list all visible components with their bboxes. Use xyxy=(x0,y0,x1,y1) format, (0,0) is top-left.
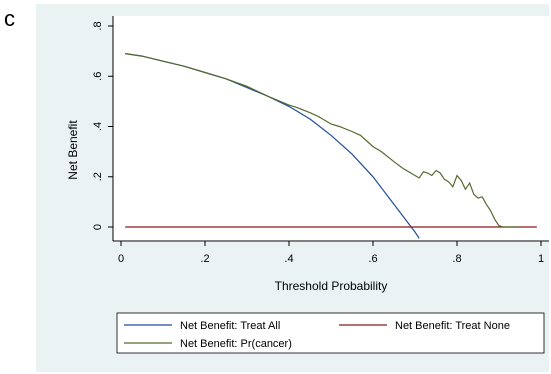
y-tick-label: .4 xyxy=(92,122,104,131)
y-tick-label: .8 xyxy=(92,21,104,30)
plot-area xyxy=(113,16,549,242)
x-tick-label: .2 xyxy=(200,253,209,265)
y-tick-label: 0 xyxy=(92,224,104,230)
x-tick-label: 1 xyxy=(538,253,544,265)
y-tick-label: .6 xyxy=(92,72,104,81)
legend-label-2: Net Benefit: Treat None xyxy=(395,320,510,332)
x-tick-label: 0 xyxy=(118,253,124,265)
series-line-3 xyxy=(125,53,520,228)
x-tick-label: .4 xyxy=(284,253,293,265)
legend-label-3: Net Benefit: Pr(cancer) xyxy=(180,338,292,350)
y-tick-label: .2 xyxy=(92,172,104,181)
y-axis: 0 .2 .4 .6 .8 xyxy=(92,16,114,241)
x-axis-label: Threshold Probability xyxy=(275,279,388,293)
legend-box xyxy=(116,312,545,354)
x-axis: 0 .2 .4 .6 .8 1 xyxy=(113,240,549,265)
legend: Net Benefit: Treat All Net Benefit: Treat… xyxy=(116,312,545,354)
series-layer xyxy=(125,53,537,239)
panel-label: c xyxy=(4,6,15,31)
x-tick-label: .6 xyxy=(368,253,377,265)
x-tick-label: .8 xyxy=(452,253,461,265)
legend-label-1: Net Benefit: Treat All xyxy=(180,320,280,332)
y-axis-label: Net Benefit xyxy=(66,120,80,180)
